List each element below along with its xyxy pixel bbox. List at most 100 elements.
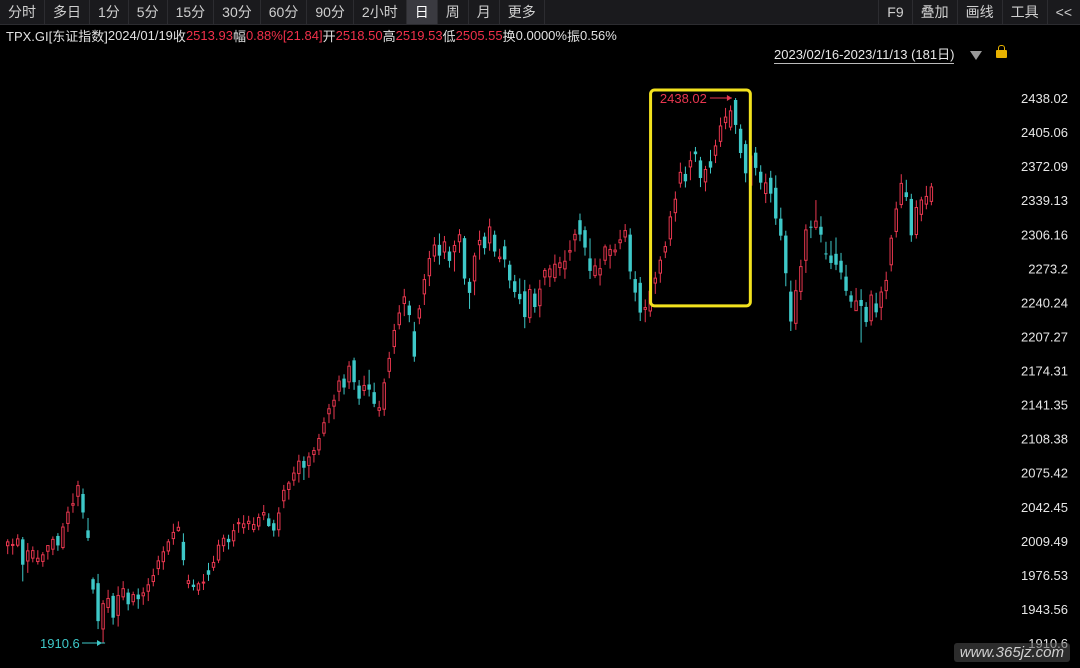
max-arrow-head <box>726 95 732 101</box>
candle-body <box>422 279 427 295</box>
candle-body <box>764 182 768 195</box>
period-tab-7[interactable]: 90分 <box>307 0 354 24</box>
y-tick-label: 2405.06 <box>1021 125 1068 140</box>
candle-body <box>196 583 201 591</box>
period-tab-10[interactable]: 周 <box>438 0 469 24</box>
period-tab-8[interactable]: 2小时 <box>354 0 407 24</box>
candle-body <box>753 152 758 168</box>
candle-body <box>482 236 487 249</box>
candle-body <box>377 407 381 411</box>
candle-body <box>262 512 266 516</box>
tool-button-1[interactable]: 叠加 <box>911 0 957 24</box>
candle-body <box>623 230 627 238</box>
candle-body <box>909 198 913 236</box>
candle-body <box>297 460 301 475</box>
candle-body <box>824 253 828 255</box>
period-tab-1[interactable]: 多日 <box>45 0 90 24</box>
candle-body <box>342 378 346 388</box>
tool-button-0[interactable]: F9 <box>878 0 911 24</box>
tool-button-2[interactable]: 画线 <box>956 0 1002 24</box>
max-annotation: 2438.02 <box>660 91 707 106</box>
candle-body <box>859 300 863 306</box>
candle-body <box>392 329 396 348</box>
candle-body <box>698 160 703 178</box>
candle-body <box>678 171 683 184</box>
candle-body <box>36 557 40 563</box>
y-tick-label: 2240.24 <box>1021 295 1068 310</box>
tool-button-4[interactable]: << <box>1046 0 1080 24</box>
period-tab-2[interactable]: 1分 <box>90 0 129 24</box>
period-tab-3[interactable]: 5分 <box>129 0 168 24</box>
y-tick-label: 2141.35 <box>1021 398 1068 413</box>
symbol-name: TPX.GI[东证指数] <box>6 28 108 44</box>
candle-body <box>272 523 276 531</box>
triangle-down-icon[interactable] <box>970 51 982 60</box>
period-tab-0[interactable]: 分时 <box>0 0 45 24</box>
candle-body <box>563 260 567 270</box>
candle-body <box>834 253 838 265</box>
candle-body <box>874 303 878 313</box>
candle-body <box>181 541 186 561</box>
y-tick-label: 2438.02 <box>1021 91 1068 106</box>
candle-body <box>216 544 221 561</box>
y-tick-label: 2339.13 <box>1021 193 1068 208</box>
y-tick-label: 1976.53 <box>1021 568 1068 583</box>
candle-body <box>442 241 447 253</box>
candle-body <box>447 251 452 261</box>
candle-body <box>809 226 813 228</box>
period-tab-9[interactable]: 日 <box>406 0 438 24</box>
candle-body <box>528 289 532 319</box>
candle-body <box>864 306 868 323</box>
candle-body <box>578 220 582 235</box>
candle-body <box>894 208 898 232</box>
candle-body <box>56 535 60 546</box>
candle-body <box>884 279 888 292</box>
candle-body <box>839 260 843 273</box>
candle-body <box>231 530 236 542</box>
candle-body <box>613 249 617 253</box>
y-tick-label: 2108.38 <box>1021 432 1068 447</box>
candle-body <box>307 456 311 467</box>
candle-body <box>96 583 100 622</box>
period-tab-12[interactable]: 更多 <box>500 0 545 24</box>
candle-body <box>829 255 833 263</box>
low-value: 2505.55 <box>455 27 503 43</box>
tool-button-3[interactable]: 工具 <box>1001 0 1047 24</box>
candle-body <box>924 195 929 205</box>
candle-body <box>588 258 592 271</box>
period-tab-6[interactable]: 60分 <box>261 0 308 24</box>
candle-body <box>738 128 743 154</box>
y-tick-label: 2174.31 <box>1021 364 1068 379</box>
candle-body <box>598 268 602 276</box>
candle-body <box>688 160 693 168</box>
tool-buttons: F9 叠加 画线 工具 << <box>878 0 1080 24</box>
candle-body <box>362 384 366 391</box>
swing-label: 振 <box>566 28 580 44</box>
candle-body <box>277 512 281 531</box>
period-tab-5[interactable]: 30分 <box>214 0 261 24</box>
period-tab-11[interactable]: 月 <box>469 0 500 24</box>
candle-body <box>683 173 688 182</box>
candle-body <box>382 382 386 410</box>
period-tab-4[interactable]: 15分 <box>168 0 215 24</box>
y-tick-label: 2372.09 <box>1021 159 1068 174</box>
candle-body <box>794 290 798 324</box>
candle-body <box>472 255 477 282</box>
close-value: 2513.93 <box>185 27 233 43</box>
lock-icon[interactable] <box>996 45 1007 58</box>
candle-body <box>673 198 678 214</box>
candle-body <box>799 266 803 292</box>
candle-body <box>774 187 778 219</box>
candle-body <box>251 524 256 530</box>
candle-body <box>407 305 411 316</box>
candle-body <box>452 244 457 253</box>
candle-body <box>116 594 120 616</box>
candle-body <box>287 482 291 490</box>
candle-body <box>91 579 95 590</box>
candle-body <box>558 262 562 268</box>
candle-body <box>292 472 296 481</box>
date-range-selector[interactable]: 2023/02/16-2023/11/13 (181日) <box>774 47 955 64</box>
candle-body <box>397 312 401 326</box>
candle-body <box>548 268 552 278</box>
